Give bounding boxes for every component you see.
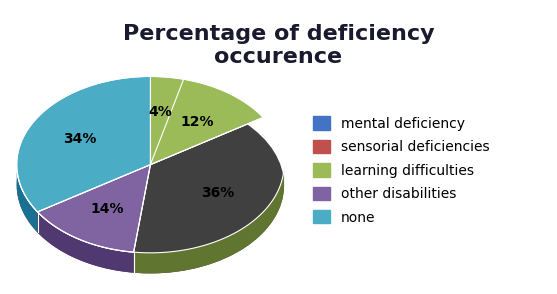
Legend: mental deficiency, sensorial deficiencies, learning difficulties, other disabili: mental deficiency, sensorial deficiencie… [307,111,495,230]
Polygon shape [150,79,263,165]
Text: 14%: 14% [91,202,124,216]
Polygon shape [150,76,184,165]
Polygon shape [17,76,150,212]
Text: 36%: 36% [202,186,234,200]
Text: Percentage of deficiency
occurence: Percentage of deficiency occurence [123,24,434,67]
Polygon shape [17,76,263,252]
Polygon shape [134,165,284,273]
Polygon shape [17,165,37,233]
Text: 4%: 4% [149,105,172,119]
Text: 12%: 12% [181,115,214,129]
Polygon shape [37,212,134,273]
Ellipse shape [17,97,284,273]
Polygon shape [37,165,150,252]
Text: 34%: 34% [63,132,97,146]
